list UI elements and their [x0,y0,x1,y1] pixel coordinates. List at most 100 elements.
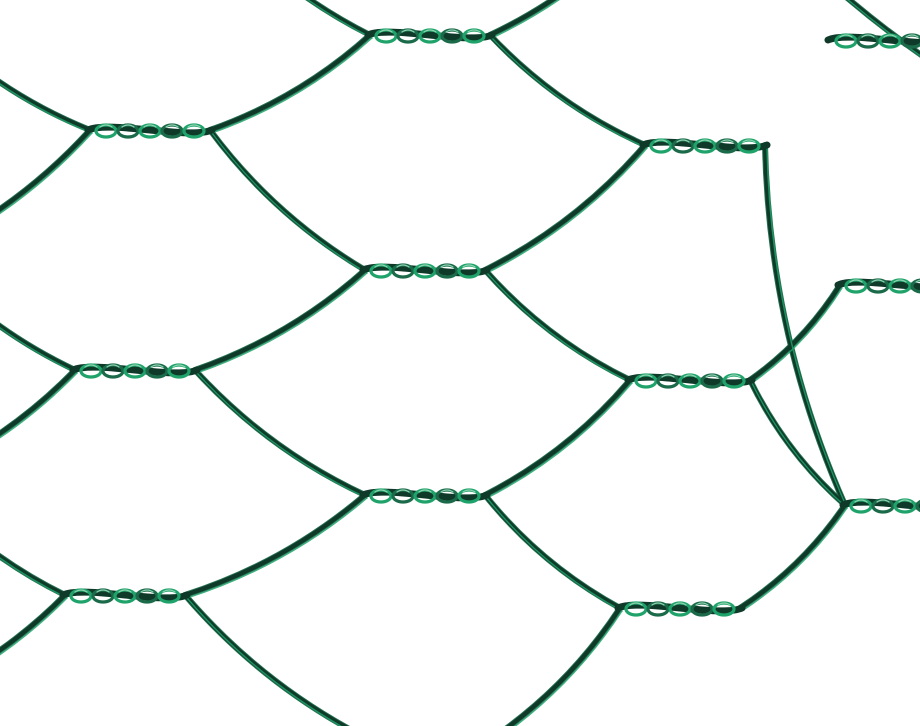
twist-highlight [462,489,476,493]
mesh-wire [0,83,93,134]
twist-highlight [871,279,885,283]
mesh-wire [306,0,373,38]
twist-highlight [140,589,154,593]
twist-highlight [150,364,164,368]
twist-highlight [849,279,863,283]
mesh-wire [486,272,633,384]
twist-highlight [128,364,142,368]
mesh-wire [482,377,633,498]
twist-highlight [462,264,476,268]
mesh-wire [506,605,623,726]
twist-highlight [467,29,481,33]
mesh-wire [196,272,368,374]
mesh-wire [0,79,93,133]
mesh-wire [487,32,648,148]
mesh-wire [182,492,368,598]
twist-core [359,488,491,502]
twist-highlight [440,489,454,493]
twist-highlight [172,364,186,368]
twist-highlight [698,139,712,143]
mesh-wire [0,78,93,133]
twist-highlight [418,489,432,493]
twist-highlight [401,29,415,33]
twist-highlight [374,489,388,493]
mesh-wire [747,282,843,383]
twist-highlight [705,374,719,378]
twist-core [69,363,201,377]
twist-highlight [854,499,868,503]
mesh-wire [0,0,90,25]
mesh-wire [766,147,848,509]
mesh-wire [0,592,68,653]
mesh-wire [0,372,78,439]
twist-highlight [883,34,897,38]
twist-highlight [187,124,201,128]
twist-core [359,263,491,277]
mesh-wire [0,597,68,656]
twist-highlight [423,29,437,33]
twist-highlight [905,34,919,38]
twist-core [84,123,216,137]
mesh-wire [487,0,556,38]
twist-loop [915,499,920,513]
mesh-wire [482,377,633,498]
mesh-wire [482,492,623,611]
mesh-wire [486,147,648,274]
mesh-wire [186,497,368,599]
mesh-wire [482,492,623,611]
mesh-wire [0,0,92,28]
mesh-wire [0,557,68,599]
twist-highlight [661,374,675,378]
mesh-wire [0,553,68,598]
mesh-wire [196,372,368,499]
mesh-wire [751,382,848,509]
mesh-wire [845,0,920,58]
mesh-wire [741,507,848,612]
mesh-wire [211,132,368,274]
mesh-wire [514,610,623,726]
twist-highlight [717,602,731,606]
twist-highlight [676,139,690,143]
twist-highlight [396,264,410,268]
twist-highlight [898,499,912,503]
mesh-wire [751,287,843,384]
mesh-wire [0,323,78,373]
twist-highlight [639,374,653,378]
twist-highlight [727,374,741,378]
mesh-wire [207,32,373,133]
twist-highlight [121,124,135,128]
twist-highlight [861,34,875,38]
twist-highlight [683,374,697,378]
mesh-wire [0,127,93,212]
twist-highlight [99,124,113,128]
mesh-wire [482,267,633,383]
twist-highlight [162,589,176,593]
twist-highlight [445,29,459,33]
twist-highlight [440,264,454,268]
twist-loop [910,278,920,294]
mesh-wire [305,0,373,38]
mesh-wire [762,142,848,508]
twist-highlight [654,139,668,143]
mesh-wire [192,267,368,373]
mesh-wire [482,267,633,383]
mesh-wire [186,597,343,726]
twist-highlight [106,364,120,368]
mesh-wire [762,142,848,508]
mesh-wire [0,326,78,374]
mesh-wire [482,142,648,273]
mesh-wire [504,605,623,726]
twist-highlight [118,589,132,593]
mesh-wire [182,592,349,726]
mesh-wire [207,127,368,273]
mesh-wire [207,32,373,133]
twist-highlight [396,489,410,493]
mesh-wire [491,0,560,39]
twist-highlight [96,589,110,593]
mesh-wire [0,0,90,25]
twist-core [639,138,771,152]
mesh-wire [487,0,558,38]
mesh-wire [846,0,920,57]
